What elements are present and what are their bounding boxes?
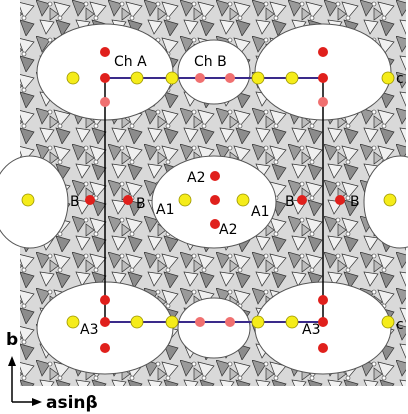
- site-label: c: [396, 317, 404, 333]
- site-label: A1: [251, 204, 269, 220]
- axis-label: asinβ: [46, 393, 98, 413]
- channel-label: Ch A: [114, 54, 147, 70]
- site-label: B: [285, 194, 295, 210]
- site-label: A2: [187, 170, 205, 186]
- site-label: A2: [219, 222, 237, 238]
- site-label: A1: [156, 202, 174, 218]
- structure-figure: Ch A Ch B c c A2 A2 B B A1 A1 B B A3 A3 …: [0, 0, 408, 414]
- site-label: B: [350, 194, 360, 210]
- site-label: A3: [80, 322, 98, 338]
- channel-label: Ch B: [194, 54, 227, 70]
- site-label: B: [136, 196, 146, 212]
- site-label: c: [396, 71, 404, 87]
- site-label: A3: [302, 322, 320, 338]
- site-label: B: [70, 194, 80, 210]
- axis-label: b: [6, 330, 18, 350]
